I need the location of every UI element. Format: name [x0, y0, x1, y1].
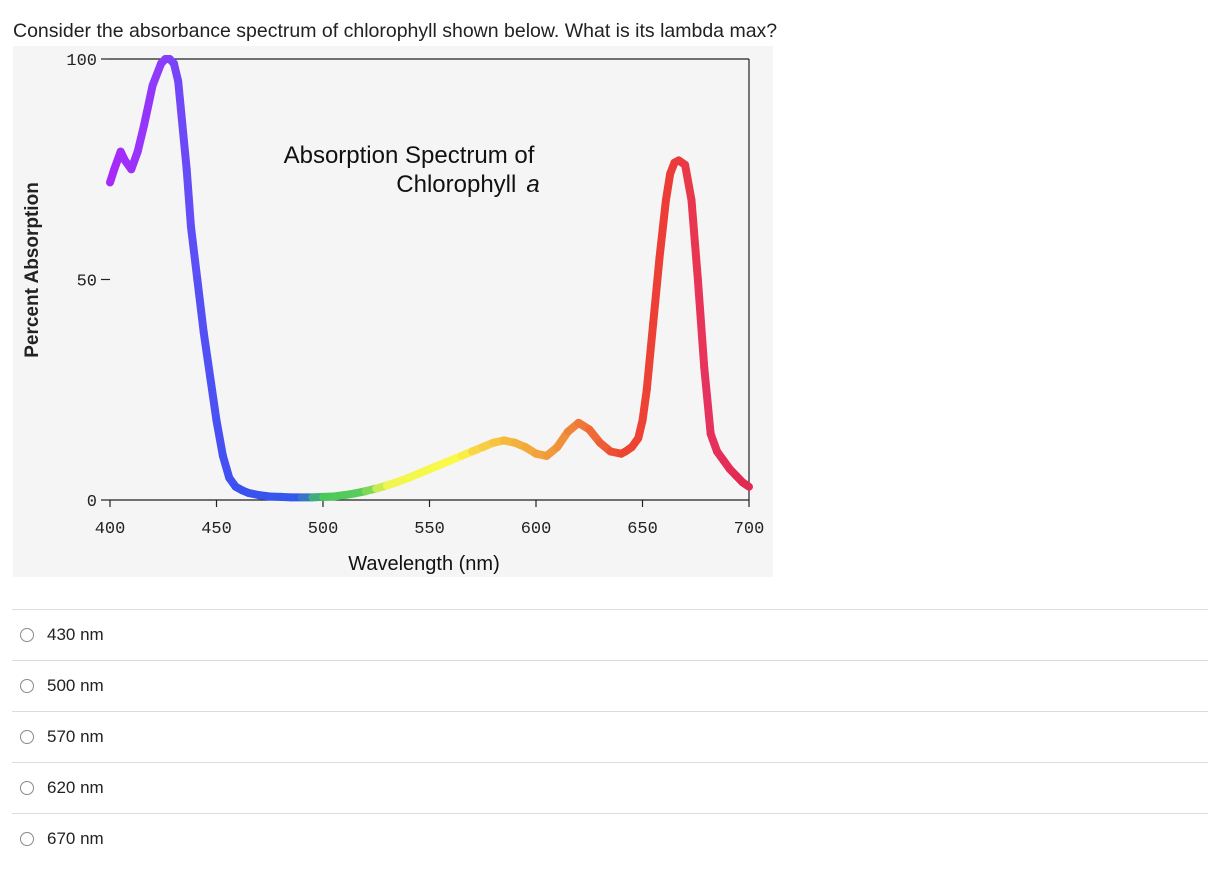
answer-option[interactable]: 430 nm	[12, 609, 1208, 660]
x-tick-label: 600	[521, 520, 552, 539]
answer-option[interactable]: 570 nm	[12, 711, 1208, 762]
answer-option[interactable]: 670 nm	[12, 813, 1208, 864]
question-text: Consider the absorbance spectrum of chlo…	[13, 20, 778, 42]
spectrum-segment	[638, 385, 651, 425]
spectrum-segment	[655, 196, 670, 262]
spectrum-segment	[206, 372, 221, 425]
option-label: 570 nm	[47, 727, 104, 746]
x-axis-label: Wavelength (nm)	[348, 553, 500, 575]
radio-button[interactable]	[20, 730, 34, 744]
spectrum-segment	[199, 328, 215, 381]
x-tick-label: 700	[734, 520, 765, 539]
radio-button[interactable]	[20, 628, 34, 642]
chart-title-italic: a	[526, 171, 539, 198]
x-tick-label: 500	[308, 520, 339, 539]
option-label: 500 nm	[47, 676, 104, 695]
absorption-spectrum-chart: 400 450 500 550 600 650 700 0 50 100 Absorption S…	[13, 46, 773, 577]
spectrum-segment	[193, 275, 208, 337]
answer-options: 430 nm 500 nm 570 nm 620 nm 670 nm	[12, 609, 1208, 864]
spectrum-segment	[700, 363, 715, 438]
y-tick-label: 50	[77, 273, 97, 292]
chart-svg: 400 450 500 550 600 650 700 0 50 100 Absorption S…	[66, 52, 764, 575]
x-tick-label: 550	[414, 520, 445, 539]
radio-button[interactable]	[20, 679, 34, 693]
spectrum-segment	[687, 196, 702, 284]
spectrum-segment	[661, 169, 675, 205]
spectrum-segment	[186, 222, 202, 284]
spectrum-segment	[133, 121, 149, 156]
spectrum-segment	[174, 77, 187, 130]
x-tick-label: 450	[201, 520, 232, 539]
radio-button[interactable]	[20, 832, 34, 846]
spectrum-segment	[738, 478, 753, 491]
spectrum-segment	[681, 160, 696, 205]
chart-title: Absorption Spectrum of	[284, 142, 535, 169]
chart-axes: 400 450 500 550 600 650 700 0 50 100	[66, 52, 764, 539]
spectrum-segment	[178, 121, 191, 174]
radio-button[interactable]	[20, 781, 34, 795]
spectrum-segment	[693, 275, 709, 372]
y-tick-label: 0	[87, 493, 97, 512]
x-tick-label: 400	[95, 520, 126, 539]
chart-title-line2: Chlorophyll a	[396, 171, 539, 198]
spectrum-segment	[140, 81, 157, 130]
x-tick-label: 650	[627, 520, 658, 539]
spectrum-segment	[649, 253, 664, 328]
option-label: 670 nm	[47, 829, 104, 848]
spectrum-segment	[642, 319, 658, 394]
chart-title-compound: Chlorophyll	[396, 171, 516, 198]
y-axis-label: Percent Absorption	[22, 182, 43, 358]
answer-option[interactable]: 500 nm	[12, 660, 1208, 711]
answer-option[interactable]: 620 nm	[12, 762, 1208, 813]
option-label: 430 nm	[47, 625, 104, 644]
spectrum-segment	[182, 165, 195, 231]
spectrum-curve	[106, 55, 753, 502]
spectrum-segment	[212, 416, 227, 460]
y-tick-label: 100	[66, 52, 97, 71]
option-label: 620 nm	[47, 778, 104, 797]
